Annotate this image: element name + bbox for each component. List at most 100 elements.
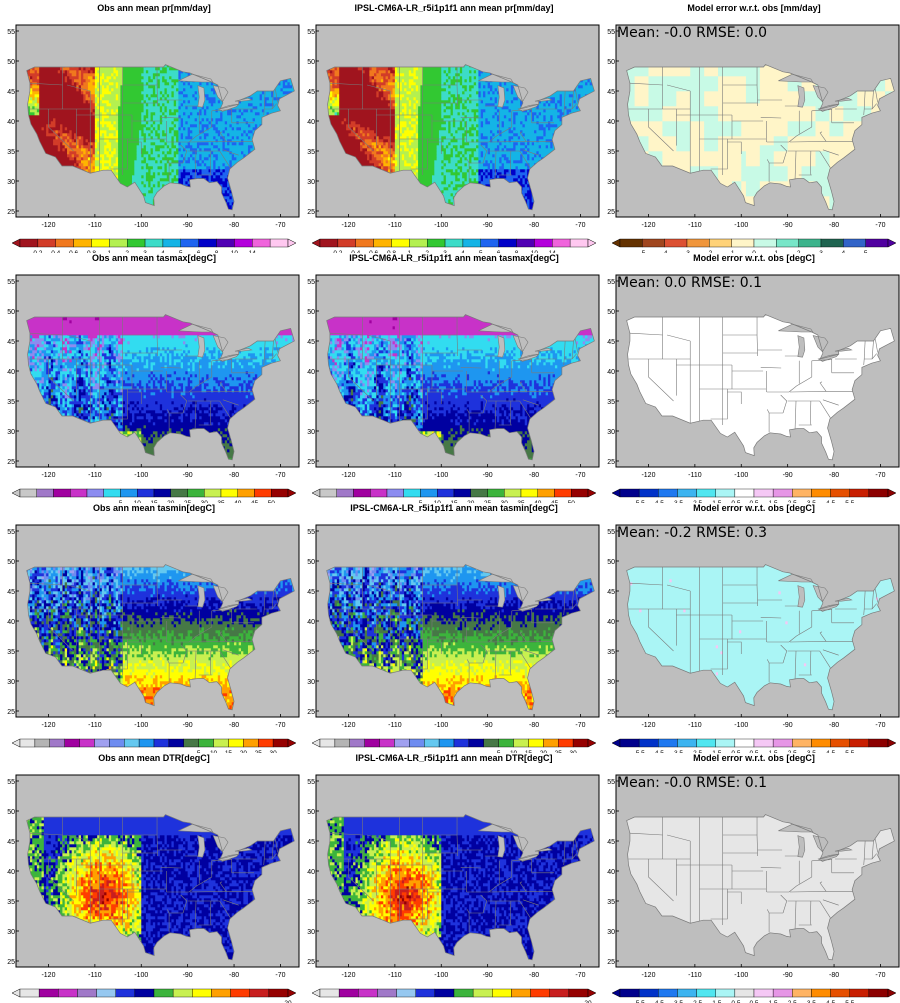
- colorbar: -5-4-3-2-1012345: [612, 239, 896, 253]
- colorbar-swatch: [463, 239, 481, 247]
- panel-title: Model error w.r.t. obs [mm/day]: [606, 3, 900, 14]
- colorbar-swatch: [754, 739, 773, 747]
- colorbar-swatch: [658, 989, 677, 997]
- colorbar-swatch: [620, 989, 639, 997]
- colorbar-swatch: [531, 989, 550, 997]
- y-tick-label: 35: [7, 899, 15, 906]
- x-tick-label: -120: [41, 472, 55, 479]
- x-tick-label: -90: [183, 472, 193, 479]
- colorbar-swatch: [154, 989, 173, 997]
- x-tick-label: -80: [829, 222, 839, 229]
- x-tick-label: -120: [341, 722, 355, 729]
- colorbar-swatch: [169, 739, 184, 747]
- colorbar-arrow: [12, 989, 20, 997]
- colorbar-swatch: [39, 989, 58, 997]
- colorbar-swatch: [697, 989, 716, 997]
- colorbar-swatch: [555, 489, 572, 497]
- colorbar-swatch: [181, 239, 199, 247]
- x-tick-label: -70: [875, 722, 885, 729]
- x-tick-label: -80: [529, 972, 539, 979]
- panel-title: Model error w.r.t. obs [degC]: [606, 503, 900, 514]
- colorbar-swatch: [735, 489, 754, 497]
- colorbar-swatch: [109, 739, 124, 747]
- lake-shape: [198, 586, 205, 608]
- x-tick-label: -80: [829, 972, 839, 979]
- colorbar-swatch: [811, 489, 830, 497]
- colorbar-swatch: [571, 489, 588, 497]
- colorbar-swatch: [570, 239, 588, 247]
- x-tick-label: -90: [483, 222, 493, 229]
- colorbar-swatch: [528, 739, 543, 747]
- map-plot: 55504540353025-120-110-100-90-80-7051015…: [6, 267, 302, 503]
- y-tick-label: 25: [607, 459, 615, 466]
- colorbar-swatch: [869, 739, 888, 747]
- y-tick-label: 35: [7, 399, 15, 406]
- y-tick-label: 55: [307, 29, 315, 36]
- colorbar-swatch: [792, 739, 811, 747]
- map-plot: 55504540353025-120-110-100-90-80-7051015…: [6, 517, 302, 753]
- x-tick-label: -100: [134, 972, 148, 979]
- colorbar-swatch: [639, 989, 658, 997]
- y-tick-label: 35: [307, 899, 315, 906]
- colorbar-swatch: [387, 489, 404, 497]
- y-tick-label: 50: [307, 309, 315, 316]
- y-tick-label: 55: [7, 29, 15, 36]
- map-plot: 55504540353025-120-110-100-90-80-70Mean:…: [606, 267, 900, 503]
- colorbar-swatch: [469, 739, 484, 747]
- colorbar-swatch: [665, 239, 687, 247]
- map-panel: IPSL-CM6A-LR_r5i1p1f1 ann mean pr[mm/day…: [306, 3, 602, 253]
- x-tick-label: -80: [529, 472, 539, 479]
- colorbar-arrow: [288, 739, 296, 747]
- y-tick-label: 40: [7, 369, 15, 376]
- x-tick-label: -120: [641, 722, 655, 729]
- colorbar-swatch: [50, 739, 65, 747]
- colorbar-swatch: [454, 739, 469, 747]
- colorbar-swatch: [439, 739, 454, 747]
- y-tick-label: 50: [607, 59, 615, 66]
- colorbar-swatch: [97, 989, 116, 997]
- y-tick-label: 25: [307, 459, 315, 466]
- colorbar-swatch: [217, 239, 235, 247]
- colorbar-swatch: [173, 989, 192, 997]
- x-tick-label: -120: [41, 972, 55, 979]
- colorbar-swatch: [228, 739, 243, 747]
- colorbar-arrow: [612, 239, 620, 247]
- colorbar-swatch: [866, 239, 888, 247]
- y-tick-label: 30: [7, 429, 15, 436]
- colorbar-swatch: [424, 739, 439, 747]
- x-tick-label: -120: [41, 722, 55, 729]
- y-tick-label: 30: [307, 679, 315, 686]
- y-tick-label: 45: [7, 589, 15, 596]
- y-tick-label: 25: [607, 959, 615, 966]
- x-tick-label: -80: [529, 222, 539, 229]
- colorbar-arrow: [612, 489, 620, 497]
- y-tick-label: 35: [307, 649, 315, 656]
- colorbar-swatch: [188, 489, 205, 497]
- colorbar: 5101520253035404550: [12, 489, 296, 503]
- colorbar-arrow: [312, 239, 320, 247]
- colorbar-swatch: [677, 489, 696, 497]
- colorbar-swatch: [80, 739, 95, 747]
- colorbar-swatch: [445, 239, 463, 247]
- colorbar-swatch: [697, 489, 716, 497]
- x-tick-label: -100: [134, 222, 148, 229]
- colorbar-swatch: [20, 489, 37, 497]
- colorbar-swatch: [350, 739, 365, 747]
- colorbar: -5.5-4.5-3.5-2.5-1.5-0.50.51.52.53.54.55…: [612, 489, 896, 503]
- colorbar-swatch: [773, 989, 792, 997]
- map-plot: 55504540353025-120-110-100-90-80-70Mean:…: [606, 767, 900, 1003]
- y-tick-label: 30: [607, 429, 615, 436]
- colorbar-swatch: [754, 489, 773, 497]
- y-tick-label: 35: [307, 399, 315, 406]
- colorbar-swatch: [320, 739, 335, 747]
- y-tick-label: 45: [307, 839, 315, 846]
- x-tick-label: -120: [641, 472, 655, 479]
- colorbar-swatch: [171, 489, 188, 497]
- colorbar-swatch: [639, 739, 658, 747]
- x-tick-label: -90: [183, 972, 193, 979]
- x-tick-label: -100: [434, 472, 448, 479]
- colorbar-swatch: [773, 739, 792, 747]
- stats-text: Mean: -0.0 RMSE: 0.1: [617, 775, 767, 791]
